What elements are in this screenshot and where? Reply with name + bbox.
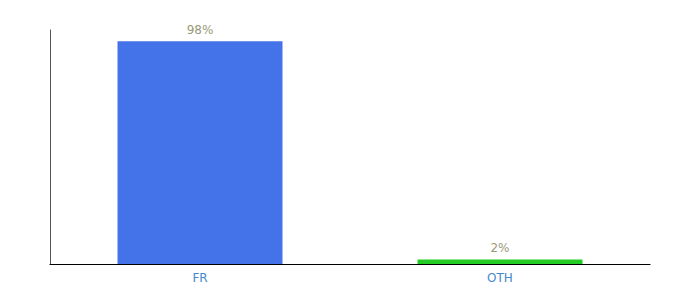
svg-text:OTH: OTH	[487, 271, 513, 285]
svg-text:FR: FR	[192, 271, 207, 285]
svg-text:98%: 98%	[187, 23, 214, 37]
svg-text:2%: 2%	[490, 241, 509, 255]
